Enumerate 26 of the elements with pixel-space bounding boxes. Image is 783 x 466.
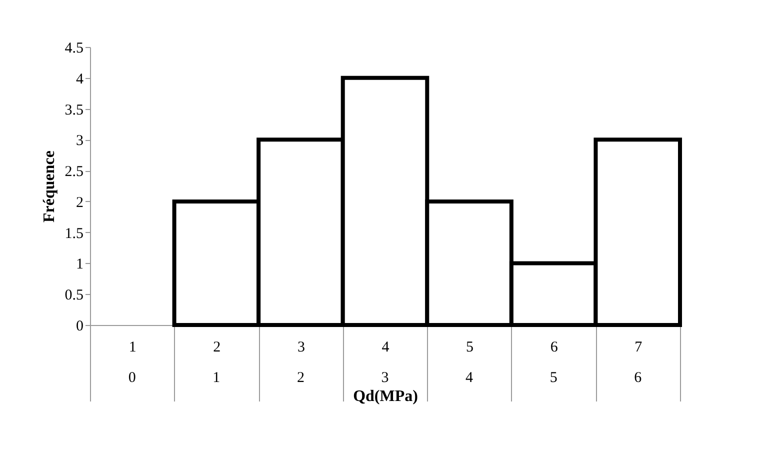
y-tick-label: 2.5: [64, 164, 84, 180]
x-tick-label: 4: [382, 340, 390, 356]
y-tick-label: 4.5: [64, 40, 84, 56]
text: 2: [296, 370, 304, 386]
x-tick-label: 3: [297, 340, 305, 356]
x-tick-label: 7: [634, 340, 643, 356]
text: 1: [212, 370, 220, 386]
x-tick-label: 2: [213, 340, 221, 356]
y-tick-label: 0: [76, 318, 84, 334]
y-tick-label: 3: [76, 133, 84, 150]
x-tick-label: 6: [550, 340, 558, 356]
x-axis-title: Qd(MPa): [353, 388, 418, 405]
y-tick-label: 1: [76, 256, 84, 273]
text: 3: [381, 370, 389, 386]
y-tick-label: 0.5: [64, 288, 84, 304]
y-tick-label: 1.5: [64, 226, 84, 242]
x-tick-label: 1: [128, 340, 136, 356]
x-tick-label: 5: [466, 340, 474, 356]
text: 6: [634, 370, 642, 386]
y-tick-label: 4: [76, 71, 84, 88]
y-tick-label: 2: [76, 194, 84, 211]
text: 4: [466, 370, 474, 386]
text: 0: [128, 370, 136, 386]
y-axis-title: Fréquence: [40, 150, 58, 222]
text: 5: [550, 370, 558, 386]
y-tick-label: 3.5: [64, 102, 84, 118]
